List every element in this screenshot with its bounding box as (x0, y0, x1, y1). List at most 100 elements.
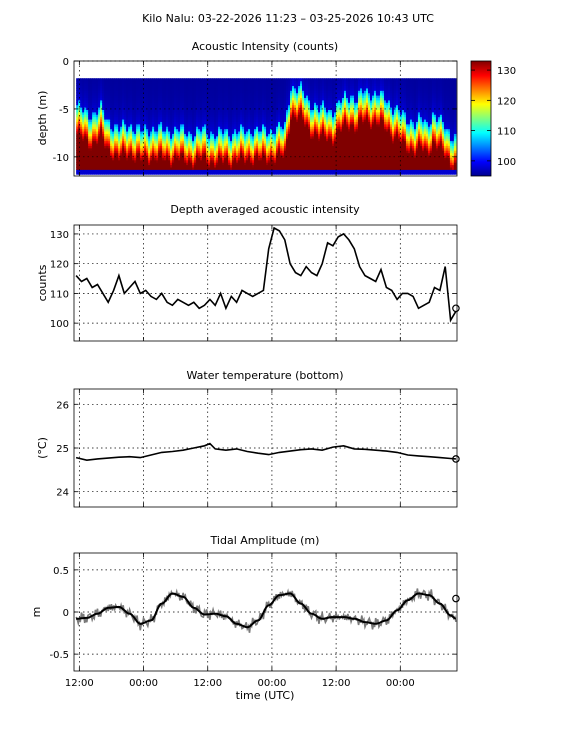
heat-cell (164, 130, 167, 134)
heat-cell (148, 114, 151, 118)
heat-cell (86, 118, 89, 122)
heat-cell (268, 78, 271, 82)
heat-cell (176, 109, 179, 113)
heat-cell (290, 145, 293, 149)
heat-cell (116, 164, 119, 168)
heat-cell (218, 140, 221, 144)
heat-cell (176, 166, 179, 170)
heat-cell (260, 152, 263, 156)
heat-cell (176, 140, 179, 144)
heat-cell (286, 83, 289, 87)
heat-cell (262, 152, 265, 156)
heat-cell (262, 162, 265, 166)
heat-cell (282, 116, 285, 120)
heat-cell (142, 147, 145, 151)
heat-cell (170, 109, 173, 113)
heat-cell (156, 123, 159, 127)
heat-cell (268, 114, 271, 118)
heat-cell (218, 130, 221, 134)
heat-cell (264, 133, 267, 137)
heat-cell (182, 104, 185, 108)
heat-cell (312, 92, 315, 96)
heat-cell (268, 150, 271, 154)
heat-cell (116, 99, 119, 103)
heat-cell (306, 147, 309, 151)
heat-cell (282, 78, 285, 82)
heat-cell (224, 126, 227, 130)
heat-cell (246, 152, 249, 156)
heat-cell (310, 150, 313, 154)
heat-cell (218, 123, 221, 127)
heat-cell (298, 78, 301, 82)
heat-cell (196, 169, 199, 173)
heat-cell (184, 166, 187, 170)
heat-cell (198, 147, 201, 151)
heat-cell (282, 111, 285, 115)
heat-cell (202, 171, 205, 175)
heat-cell (180, 104, 183, 108)
heat-cell (228, 78, 231, 82)
heat-cell (178, 164, 181, 168)
heat-cell (284, 135, 287, 139)
heat-cell (168, 157, 171, 161)
heat-cell (106, 85, 109, 89)
heat-cell (136, 78, 139, 82)
heat-cell (120, 97, 123, 101)
heat-cell (172, 121, 175, 125)
heat-cell (192, 95, 195, 99)
heat-cell (78, 99, 81, 103)
heat-cell (214, 126, 217, 130)
heat-cell (176, 154, 179, 158)
heat-cell (226, 78, 229, 82)
heat-cell (148, 121, 151, 125)
heat-cell (284, 130, 287, 134)
heat-cell (300, 109, 303, 113)
heat-cell (306, 102, 309, 106)
heat-cell (186, 150, 189, 154)
heat-cell (302, 130, 305, 134)
heat-cell (304, 99, 307, 103)
heat-cell (288, 135, 291, 139)
heat-cell (298, 121, 301, 125)
heat-cell (122, 152, 125, 156)
heat-cell (164, 90, 167, 94)
heat-cell (224, 145, 227, 149)
heat-cell (96, 118, 99, 122)
heat-cell (240, 80, 243, 84)
heat-cell (78, 162, 81, 166)
heat-cell (124, 147, 127, 151)
heat-cell (84, 166, 87, 170)
heat-cell (132, 138, 135, 142)
heat-cell (174, 147, 177, 151)
heat-cell (100, 142, 103, 146)
heat-cell (280, 102, 283, 106)
heat-cell (240, 126, 243, 130)
heat-cell (112, 147, 115, 151)
heat-cell (198, 130, 201, 134)
heat-cell (194, 162, 197, 166)
heat-cell (302, 80, 305, 84)
heat-cell (286, 164, 289, 168)
heat-cell (124, 78, 127, 82)
heat-cell (136, 97, 139, 101)
heat-cell (84, 150, 87, 154)
heat-cell (286, 147, 289, 151)
heat-cell (124, 92, 127, 96)
heat-cell (310, 90, 313, 94)
heat-cell (306, 133, 309, 137)
heat-cell (250, 130, 253, 134)
heat-cell (114, 164, 117, 168)
heat-cell (76, 152, 79, 156)
heat-cell (178, 114, 181, 118)
heat-cell (272, 169, 275, 173)
heat-cell (290, 80, 293, 84)
heat-cell (114, 116, 117, 120)
heat-cell (302, 135, 305, 139)
heat-cell (204, 130, 207, 134)
heat-cell (202, 83, 205, 87)
heat-cell (86, 159, 89, 163)
heat-cell (320, 169, 323, 173)
heat-cell (260, 126, 263, 130)
heat-cell (242, 90, 245, 94)
heat-cell (232, 97, 235, 101)
